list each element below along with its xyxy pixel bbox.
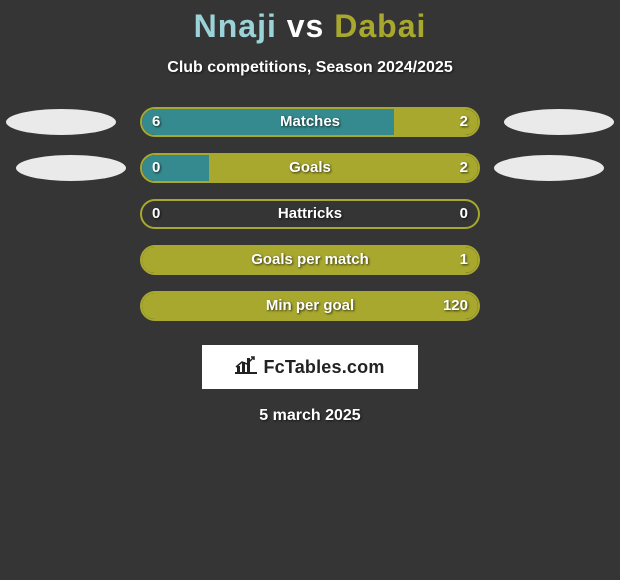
stat-row: Min per goal120	[0, 291, 620, 337]
stat-row: Goals per match1	[0, 245, 620, 291]
stat-label: Min per goal	[140, 291, 480, 321]
logo-text: FcTables.com	[263, 357, 384, 378]
logo-box: FcTables.com	[202, 345, 418, 389]
stat-value-right: 0	[460, 199, 468, 229]
title: Nnaji vs Dabai	[0, 8, 620, 45]
stat-value-right: 1	[460, 245, 468, 275]
stat-label: Goals	[140, 153, 480, 183]
player1-name: Nnaji	[194, 8, 277, 44]
player1-badge	[6, 109, 116, 135]
subtitle: Club competitions, Season 2024/2025	[0, 59, 620, 77]
comparison-card: Nnaji vs Dabai Club competitions, Season…	[0, 0, 620, 425]
stat-value-right: 2	[460, 153, 468, 183]
stat-value-left: 6	[152, 107, 160, 137]
stat-value-right: 120	[443, 291, 468, 321]
stat-label: Hattricks	[140, 199, 480, 229]
stat-label: Goals per match	[140, 245, 480, 275]
player1-badge	[16, 155, 126, 181]
stat-label: Matches	[140, 107, 480, 137]
stat-row: Goals0 2	[0, 153, 620, 199]
stat-value-left: 0	[152, 153, 160, 183]
player2-badge	[504, 109, 614, 135]
player2-badge	[494, 155, 604, 181]
stats-rows: Matches62Goals02Hattricks00Goals per mat…	[0, 107, 620, 337]
stat-value-left: 0	[152, 199, 160, 229]
vs-text: vs	[287, 8, 325, 44]
player2-name: Dabai	[334, 8, 426, 44]
stat-row: Hattricks0 0	[0, 199, 620, 245]
date: 5 march 2025	[0, 407, 620, 425]
chart-icon	[235, 356, 257, 379]
stat-row: Matches6 2	[0, 107, 620, 153]
stat-value-right: 2	[460, 107, 468, 137]
